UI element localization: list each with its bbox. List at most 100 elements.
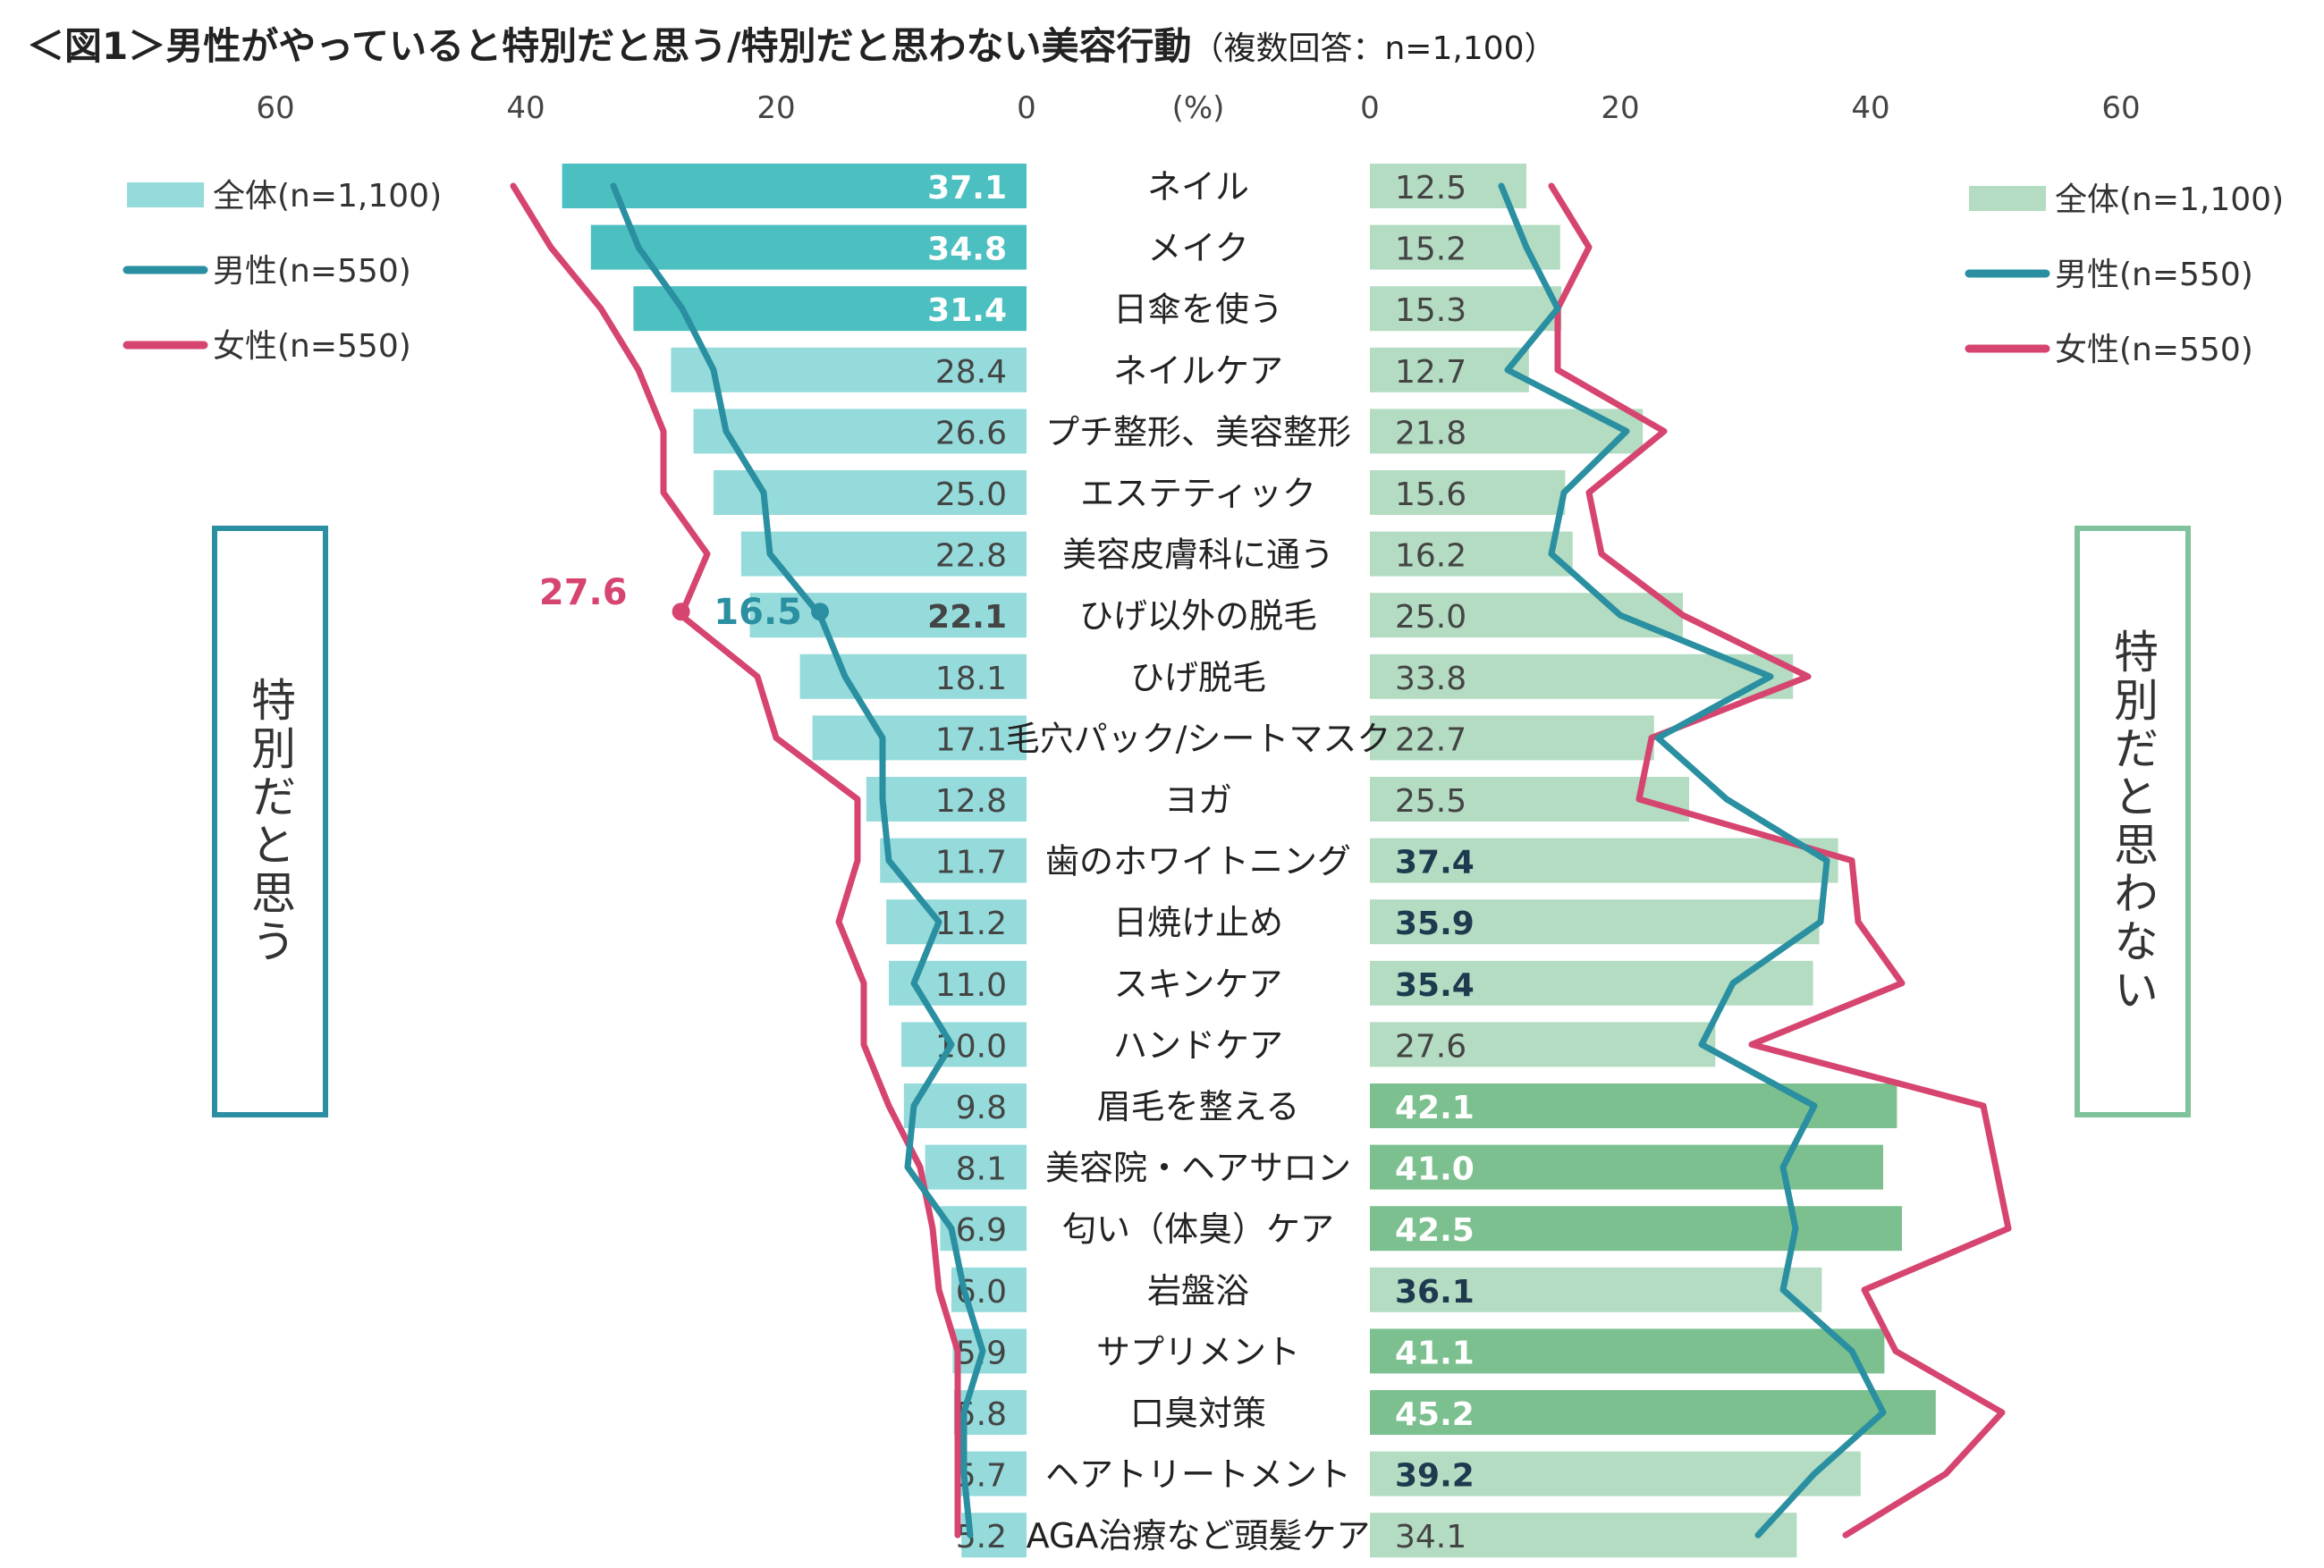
- right-bar: [1370, 1144, 1883, 1190]
- right-female-line: [1548, 182, 2012, 1538]
- right-axis-tick: 20: [1601, 90, 1639, 126]
- right-bar: [1370, 1513, 1797, 1558]
- left-bar: [886, 899, 1027, 945]
- left-legend-swatch-total: [127, 182, 204, 207]
- left-bar-label: 22.1: [927, 599, 1007, 636]
- right-bar: [1370, 1267, 1822, 1312]
- category-label: ひげ以外の脱毛: [1079, 596, 1317, 636]
- left-bar-label: 12.8: [935, 783, 1007, 820]
- left-bar-label: 31.4: [927, 292, 1007, 329]
- right-bar: [1370, 1206, 1902, 1252]
- right-bar-label: 45.2: [1395, 1396, 1475, 1433]
- right-legend-label: 全体(n=1,100): [2055, 181, 2284, 218]
- left-bar: [740, 531, 1027, 577]
- right-bar: [1370, 838, 1838, 883]
- left-male-line: [610, 182, 986, 1538]
- category-label: サプリメント: [1096, 1332, 1300, 1371]
- left-bar: [562, 164, 1027, 208]
- male-annotation-dot: [811, 603, 829, 621]
- left-bar-label: 6.9: [956, 1212, 1007, 1249]
- right-bar-label: 15.6: [1395, 476, 1466, 513]
- right-bar-label: 15.3: [1395, 292, 1466, 329]
- left-bar-label: 26.6: [935, 415, 1007, 451]
- right-bar-label: 27.6: [1395, 1028, 1466, 1065]
- left-bar-label: 8.1: [956, 1151, 1007, 1188]
- left-bar: [671, 347, 1027, 392]
- right-bar-label: 42.1: [1395, 1090, 1475, 1126]
- left-axis-tick: 60: [256, 90, 294, 126]
- left-bar-label: 28.4: [935, 354, 1007, 391]
- right-axis-tick: 40: [1851, 90, 1889, 126]
- right-bar: [1370, 1328, 1885, 1374]
- right-bar-label: 12.7: [1395, 354, 1466, 391]
- category-label: エステティック: [1080, 474, 1316, 513]
- title-note: （複数回答：n=1,100）: [1191, 30, 1557, 67]
- female-annotation-dot: [672, 603, 690, 621]
- category-label: 眉毛を整える: [1097, 1087, 1300, 1126]
- category-label: プチ整形、美容整形: [1045, 412, 1351, 451]
- category-label: ハンドケア: [1113, 1025, 1283, 1065]
- right-axis-tick: 60: [2101, 90, 2140, 126]
- left-axis-tick: 20: [756, 90, 795, 126]
- right-bar: [1370, 715, 1654, 761]
- unit-label: (%): [1172, 90, 1225, 126]
- left-bar: [866, 777, 1027, 822]
- right-bar-label: 25.0: [1395, 599, 1466, 636]
- right-bar-label: 12.5: [1395, 170, 1466, 207]
- right-bar-label: 15.2: [1395, 232, 1466, 268]
- right-bar-label: 35.9: [1395, 906, 1475, 942]
- left-bar-label: 34.8: [927, 232, 1007, 268]
- category-label: 日傘を使う: [1113, 290, 1283, 329]
- right-male-line: [1498, 182, 1887, 1538]
- right-bar: [1370, 1451, 1861, 1496]
- left-bar-label: 9.8: [956, 1090, 1007, 1126]
- left-box-label: 特別だと思う: [244, 677, 296, 966]
- left-bar-label: 11.0: [935, 967, 1007, 1004]
- left-axis-tick: 40: [506, 90, 545, 126]
- left-legend-label: 男性(n=550): [213, 253, 411, 290]
- right-box-not-special: 特別だと思わない: [2075, 526, 2191, 1117]
- category-label: 美容皮膚科に通う: [1062, 535, 1334, 575]
- right-bar: [1370, 653, 1794, 699]
- left-bar: [901, 1022, 1027, 1067]
- left-bar: [693, 409, 1027, 454]
- right-legend-label: 男性(n=550): [2055, 257, 2253, 293]
- left-bar-label: 5.2: [956, 1519, 1007, 1555]
- female-annotation-label: 27.6: [539, 572, 628, 613]
- category-label: 日焼け止め: [1113, 903, 1283, 942]
- category-label: ヨガ: [1164, 780, 1232, 820]
- right-legend-swatch-total: [1969, 186, 2046, 211]
- left-bar: [633, 286, 1027, 332]
- category-label: ヘアトリートメント: [1045, 1455, 1351, 1495]
- right-bar-label: 41.0: [1395, 1151, 1475, 1188]
- right-bar: [1370, 470, 1566, 515]
- left-legend-label: 女性(n=550): [213, 328, 411, 365]
- left-bar: [925, 1144, 1027, 1190]
- right-box-label: 特別だと思わない: [2107, 628, 2159, 1015]
- right-bar: [1370, 899, 1820, 945]
- left-bar-label: 37.1: [927, 170, 1007, 207]
- category-label: ひげ脱毛: [1130, 658, 1266, 697]
- left-bar-label: 11.2: [935, 906, 1007, 942]
- right-bar-label: 25.5: [1395, 783, 1466, 820]
- right-bar-label: 34.1: [1395, 1519, 1466, 1555]
- left-female-line: [510, 182, 961, 1538]
- right-bar: [1370, 347, 1529, 392]
- right-bar: [1370, 960, 1813, 1006]
- left-bar-label: 17.1: [935, 721, 1007, 758]
- category-label: 美容院・ヘアサロン: [1045, 1149, 1351, 1188]
- right-bar-label: 41.1: [1395, 1335, 1475, 1371]
- right-bar-label: 21.8: [1395, 415, 1466, 451]
- right-bar-label: 37.4: [1395, 845, 1475, 881]
- category-label: メイク: [1147, 229, 1248, 268]
- right-bar-label: 42.5: [1395, 1212, 1475, 1249]
- category-label: スキンケア: [1114, 965, 1283, 1004]
- category-label: AGA治療など頭髪ケア: [1027, 1516, 1371, 1555]
- left-box-special: 特別だと思う: [212, 526, 328, 1117]
- category-label: 歯のホワイトニング: [1045, 842, 1351, 881]
- chart-title: ＜図1＞男性がやっていると特別だと思う/特別だと思わない美容行動（複数回答：n=…: [27, 16, 1557, 71]
- left-bar-label: 18.1: [935, 661, 1007, 697]
- left-bar-label: 22.8: [935, 538, 1007, 575]
- left-bar-label: 11.7: [935, 845, 1007, 881]
